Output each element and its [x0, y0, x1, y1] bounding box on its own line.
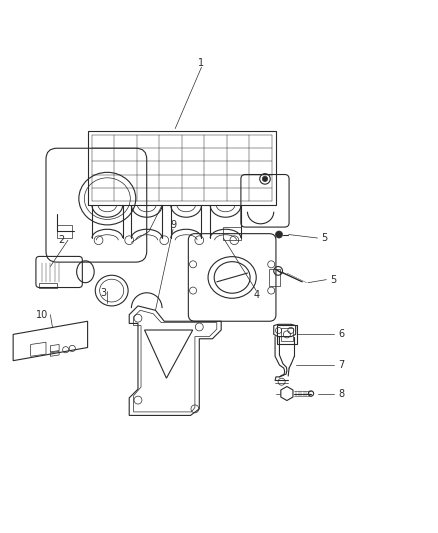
Text: 8: 8	[339, 389, 345, 399]
Bar	[277, 325, 297, 344]
Bar	[39, 283, 57, 288]
Text: 4: 4	[253, 290, 259, 300]
Circle shape	[262, 176, 268, 182]
Text: 5: 5	[321, 233, 327, 243]
Text: 10: 10	[35, 310, 48, 320]
Text: 2: 2	[58, 235, 64, 245]
Text: 3: 3	[100, 288, 106, 298]
Text: 1: 1	[198, 58, 205, 68]
Text: 9: 9	[170, 220, 176, 230]
Circle shape	[276, 231, 283, 238]
Text: 5: 5	[330, 274, 336, 285]
Bar	[223, 227, 241, 240]
Text: 7: 7	[339, 360, 345, 370]
Bar	[269, 269, 280, 286]
Bar	[57, 225, 72, 238]
Text: 6: 6	[339, 329, 345, 340]
Bar	[281, 328, 293, 341]
